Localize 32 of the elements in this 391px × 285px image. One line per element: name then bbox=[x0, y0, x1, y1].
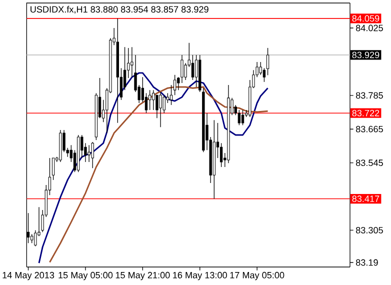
candlestick bbox=[259, 62, 262, 76]
x-tick-label: 17 May 05:00 bbox=[230, 272, 284, 280]
candlestick bbox=[91, 142, 94, 168]
x-tick-label: 15 May 05:00 bbox=[58, 272, 113, 280]
x-tick-label: 16 May 13:00 bbox=[173, 272, 227, 280]
candlestick bbox=[88, 144, 90, 162]
candlestick bbox=[194, 54, 198, 88]
ref-line-label: 83.929 bbox=[352, 52, 380, 58]
chart-title: USDIDX.fx,H1 83.880 83.954 83.857 83.929 bbox=[30, 6, 208, 14]
candlestick bbox=[191, 54, 194, 80]
y-tick-label: 83.19 bbox=[356, 259, 378, 266]
y-tick-label: 83.665 bbox=[356, 126, 383, 132]
y-tick-label: 83.785 bbox=[356, 92, 383, 99]
candlestick bbox=[262, 68, 266, 82]
y-tick-label: 84.025 bbox=[356, 24, 383, 32]
candlestick bbox=[180, 54, 184, 84]
y-tick-label: 83.545 bbox=[356, 160, 383, 166]
x-tick-label: 14 May 2013 bbox=[2, 272, 54, 280]
ref-line-label: 83.417 bbox=[352, 196, 380, 202]
candlestick bbox=[238, 110, 241, 126]
candlestick bbox=[184, 62, 187, 80]
candlestick bbox=[220, 142, 223, 168]
ref-line-label: 83.722 bbox=[352, 110, 380, 116]
candlestick bbox=[173, 74, 176, 96]
candlestick bbox=[159, 92, 162, 128]
ref-line-label: 84.059 bbox=[352, 15, 380, 22]
candlestick bbox=[52, 158, 55, 180]
candlestick bbox=[152, 90, 155, 110]
x-tick-label: 15 May 21:00 bbox=[116, 272, 170, 280]
candlestick bbox=[241, 110, 244, 126]
candlestick bbox=[266, 48, 270, 76]
y-tick-label: 83.305 bbox=[356, 226, 383, 234]
